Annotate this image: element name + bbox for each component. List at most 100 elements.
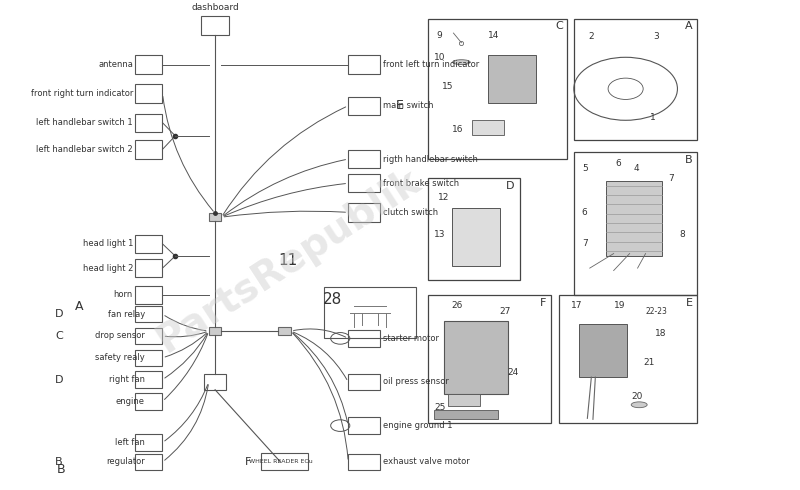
Bar — [488, 55, 535, 103]
Text: clutch switch: clutch switch — [382, 208, 438, 217]
Bar — [135, 235, 162, 253]
Text: 20: 20 — [631, 392, 642, 401]
Text: 27: 27 — [500, 307, 511, 316]
Text: B: B — [57, 463, 66, 476]
Text: 13: 13 — [434, 230, 446, 239]
Bar — [348, 374, 380, 390]
Text: E: E — [686, 297, 693, 308]
Bar — [348, 55, 380, 74]
Text: left handlebar switch 2: left handlebar switch 2 — [36, 145, 133, 154]
Bar — [135, 393, 162, 410]
Bar — [348, 454, 380, 470]
Text: dashboard: dashboard — [191, 3, 239, 12]
Text: safety realy: safety realy — [95, 353, 145, 362]
Text: 9: 9 — [436, 31, 442, 40]
Text: 5: 5 — [582, 164, 587, 173]
Text: 25: 25 — [434, 403, 446, 412]
Text: front brake switch: front brake switch — [382, 179, 458, 188]
Text: 7: 7 — [668, 174, 674, 183]
Text: D: D — [506, 181, 515, 192]
Bar — [135, 140, 162, 159]
Text: B: B — [55, 457, 62, 467]
Bar — [135, 371, 162, 388]
Bar — [201, 16, 230, 35]
Text: head light 1: head light 1 — [82, 240, 133, 248]
Text: 18: 18 — [655, 329, 666, 338]
Text: 24: 24 — [508, 368, 519, 377]
Bar — [135, 454, 162, 470]
Bar — [278, 327, 291, 335]
Bar — [348, 150, 380, 168]
Text: 14: 14 — [488, 31, 499, 40]
Bar — [135, 349, 162, 366]
Text: 22-23: 22-23 — [646, 307, 667, 316]
Text: 12: 12 — [438, 193, 449, 202]
Bar — [444, 321, 508, 394]
Text: left handlebar switch 1: left handlebar switch 1 — [36, 118, 133, 127]
Text: WHEEL READER ECu: WHEEL READER ECu — [249, 460, 312, 465]
Text: 1: 1 — [650, 113, 655, 122]
Text: right fan: right fan — [109, 375, 145, 384]
Text: 17: 17 — [571, 301, 583, 310]
Text: starter motor: starter motor — [382, 334, 438, 343]
Text: 26: 26 — [452, 301, 463, 310]
Bar — [135, 286, 162, 304]
Text: A: A — [685, 22, 693, 31]
Ellipse shape — [631, 402, 647, 408]
Text: 7: 7 — [582, 239, 587, 248]
Bar — [448, 394, 480, 406]
Text: exhaust valve motor: exhaust valve motor — [382, 458, 470, 466]
Bar — [428, 19, 567, 159]
Bar — [204, 374, 226, 390]
Text: engine: engine — [116, 397, 145, 406]
Text: PartsRepublik: PartsRepublik — [150, 162, 427, 360]
Text: F: F — [245, 457, 251, 467]
Bar — [261, 453, 308, 470]
Text: left fan: left fan — [115, 438, 145, 447]
Text: A: A — [75, 300, 84, 314]
Bar — [452, 208, 500, 266]
Bar — [209, 327, 222, 335]
Bar — [135, 114, 162, 132]
Bar — [324, 288, 416, 339]
Text: 21: 21 — [643, 358, 654, 367]
Bar — [348, 203, 380, 221]
Text: 2: 2 — [588, 32, 594, 41]
Text: fan relay: fan relay — [108, 310, 145, 318]
Text: main switch: main switch — [382, 101, 433, 110]
Text: oil press sensor: oil press sensor — [382, 377, 448, 387]
Text: front right turn indicator: front right turn indicator — [30, 89, 133, 98]
Text: D: D — [54, 374, 63, 385]
Text: 11: 11 — [279, 253, 298, 269]
Bar — [135, 259, 162, 277]
Bar — [135, 306, 162, 322]
Bar — [428, 295, 551, 423]
Text: 19: 19 — [614, 301, 625, 310]
Text: engine ground 1: engine ground 1 — [382, 421, 452, 430]
Bar — [348, 330, 380, 346]
Text: C: C — [555, 22, 562, 31]
Bar — [135, 84, 162, 103]
Bar — [135, 434, 162, 451]
Bar — [428, 178, 520, 280]
Bar — [574, 19, 698, 140]
Bar — [606, 181, 662, 256]
Bar — [559, 295, 698, 423]
Text: B: B — [685, 155, 693, 165]
Text: horn: horn — [114, 290, 133, 299]
Text: 4: 4 — [634, 164, 639, 173]
Text: 6: 6 — [582, 208, 587, 217]
Text: regulator: regulator — [106, 458, 145, 466]
Bar — [579, 324, 627, 377]
Text: head light 2: head light 2 — [82, 264, 133, 272]
Bar — [348, 174, 380, 193]
Text: C: C — [55, 331, 62, 341]
Bar — [209, 213, 222, 221]
Bar — [434, 410, 498, 419]
Ellipse shape — [453, 60, 470, 65]
Text: 10: 10 — [434, 53, 446, 62]
Text: D: D — [54, 309, 63, 319]
Text: 8: 8 — [679, 230, 685, 239]
Text: rigth handlebar switch: rigth handlebar switch — [382, 154, 478, 164]
Text: E: E — [396, 99, 404, 112]
